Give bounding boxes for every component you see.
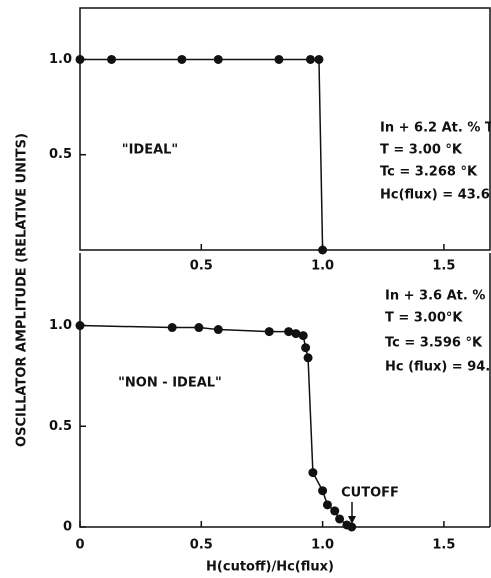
data-point (167, 323, 177, 333)
data-point (305, 54, 315, 64)
data-point (347, 522, 357, 532)
y-tick-label: 0.5 (49, 147, 72, 162)
annotation: T = 3.00°K (385, 311, 463, 326)
annotation: "NON - IDEAL" (118, 376, 222, 391)
cutoff-arrowhead (348, 516, 356, 524)
data-point (107, 54, 117, 64)
annotation: T = 3.00 °K (380, 143, 463, 158)
annotation: In + 6.2 At. % Tℓ (380, 121, 491, 136)
x-tick-label: 0.5 (190, 259, 213, 274)
y-tick-label: 0 (63, 520, 72, 535)
y-tick-label: 1.0 (49, 318, 72, 333)
data-point (308, 468, 318, 478)
y-tick-label: 1.0 (49, 52, 72, 67)
x-tick-label: 0 (75, 538, 84, 553)
x-tick-label: 0.5 (190, 538, 213, 553)
annotation: CUTOFF (341, 486, 399, 501)
data-point (194, 323, 204, 333)
data-point (75, 54, 85, 64)
annotation: In + 3.6 At. % Pb (385, 289, 491, 304)
data-point (291, 329, 301, 339)
data-point (274, 54, 284, 64)
x-axis-label: H(cutoff)/Hc(flux) (206, 560, 334, 575)
data-point (322, 500, 332, 510)
data-point (213, 325, 223, 335)
annotation: Hc (flux) = 94.2 Oe (385, 360, 491, 375)
data-point (335, 514, 345, 524)
data-point (314, 54, 324, 64)
x-tick-label: 1.0 (311, 538, 334, 553)
data-point (301, 343, 311, 353)
data-point (284, 327, 294, 337)
panel-frame (79, 7, 491, 251)
annotation: "IDEAL" (122, 143, 178, 158)
annotation: Tc = 3.596 °K (385, 336, 483, 351)
data-point (75, 321, 85, 331)
x-tick-label: 1.5 (432, 538, 455, 553)
y-tick-label: 0.5 (49, 419, 72, 434)
data-point (330, 506, 340, 516)
data-point (318, 245, 328, 255)
annotation: Hc(flux) = 43.6 Oe (380, 188, 491, 203)
x-tick-label: 1.5 (432, 259, 455, 274)
data-point (298, 331, 308, 341)
x-tick-label: 1.0 (311, 259, 334, 274)
y-axis-label: OSCILLATOR AMPLITUDE (RELATIVE UNITS) (15, 133, 30, 447)
data-point (177, 54, 187, 64)
data-point (264, 327, 274, 337)
annotation: Tc = 3.268 °K (380, 165, 478, 180)
data-point (318, 486, 328, 496)
data-line (80, 58, 324, 251)
data-point (213, 54, 223, 64)
data-point (303, 353, 313, 363)
